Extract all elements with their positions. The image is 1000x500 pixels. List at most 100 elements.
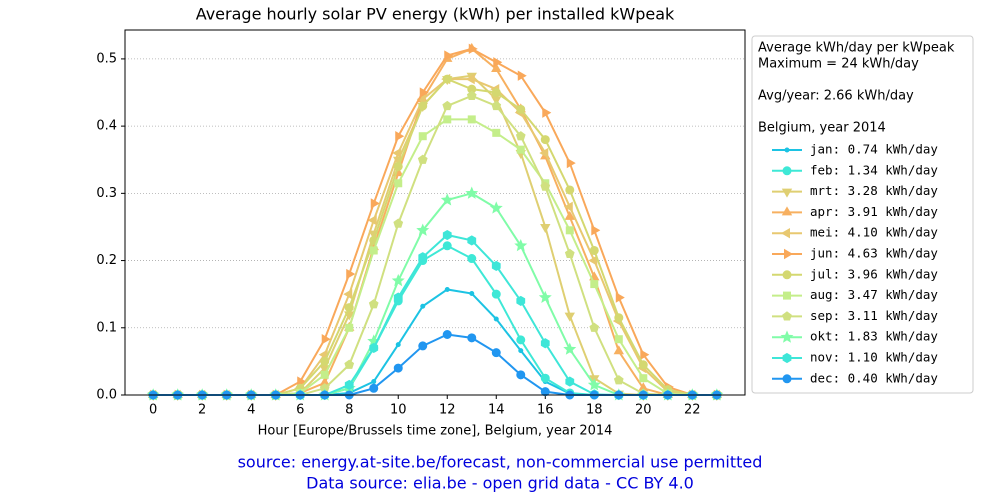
y-tick-label: 0.2 — [96, 253, 117, 268]
marker — [782, 352, 792, 364]
legend-label: jan: 0.74 kWh/day — [810, 142, 938, 157]
marker — [418, 341, 428, 351]
marker — [344, 359, 355, 369]
marker — [491, 348, 501, 358]
marker — [491, 62, 502, 72]
marker — [418, 101, 428, 111]
marker — [781, 188, 793, 198]
series — [147, 73, 720, 401]
legend-label: mrt: 3.28 kWh/day — [810, 183, 938, 198]
marker — [538, 290, 552, 304]
marker — [442, 241, 452, 251]
x-tick-label: 18 — [586, 403, 603, 418]
legend-label: apr: 3.91 kWh/day — [810, 204, 938, 219]
marker — [395, 131, 405, 142]
marker — [393, 363, 403, 373]
marker — [540, 223, 551, 233]
x-axis-label: Hour [Europe/Brussels time zone], Belgiu… — [258, 424, 613, 439]
marker — [783, 291, 791, 300]
plot-frame — [124, 29, 746, 396]
marker — [782, 311, 792, 321]
y-tick-label: 0.1 — [96, 320, 117, 335]
x-tick-label: 22 — [684, 403, 701, 418]
marker — [419, 87, 429, 98]
marker — [782, 166, 792, 176]
legend-label: okt: 1.83 kWh/day — [810, 329, 938, 344]
marker — [564, 248, 575, 258]
marker — [517, 70, 527, 81]
x-tick-label: 16 — [537, 403, 554, 418]
marker — [391, 273, 405, 287]
x-tick-label: 0 — [149, 403, 157, 418]
marker — [613, 375, 624, 385]
line — [153, 192, 717, 396]
marker — [370, 198, 380, 209]
marker — [587, 378, 601, 391]
y-tick-label: 0.3 — [96, 186, 117, 201]
marker — [493, 316, 499, 322]
marker — [297, 376, 307, 387]
marker — [468, 43, 478, 55]
marker — [516, 104, 526, 114]
x-tick-label: 12 — [439, 403, 456, 418]
x-tick-label: 8 — [345, 403, 353, 418]
marker — [393, 161, 403, 171]
legend-label: jun: 4.63 kWh/day — [810, 246, 938, 261]
marker — [320, 370, 329, 379]
marker — [563, 342, 577, 355]
marker — [467, 333, 477, 343]
y-tick-label: 0.5 — [96, 51, 117, 66]
marker — [442, 229, 452, 241]
marker — [442, 330, 452, 340]
marker — [565, 185, 575, 195]
marker — [369, 383, 379, 393]
marker — [394, 179, 403, 188]
marker — [780, 330, 794, 343]
marker — [614, 335, 623, 344]
marker — [615, 292, 625, 303]
marker — [638, 360, 648, 370]
marker — [782, 374, 792, 384]
marker — [516, 145, 525, 154]
marker — [321, 334, 331, 345]
legend-label: sep: 3.11 kWh/day — [810, 308, 938, 323]
series — [150, 286, 720, 398]
marker — [590, 280, 599, 289]
marker — [444, 50, 454, 61]
marker — [492, 128, 501, 137]
x-tick-label: 14 — [488, 403, 505, 418]
legend-label: nov: 1.10 kWh/day — [810, 350, 938, 365]
marker — [491, 289, 501, 299]
marker — [320, 356, 330, 366]
marker — [442, 100, 453, 111]
series — [148, 74, 722, 400]
marker — [467, 254, 477, 264]
marker — [588, 255, 598, 266]
marker — [539, 147, 549, 159]
marker — [515, 131, 526, 141]
marker — [393, 292, 403, 303]
marker — [344, 303, 354, 313]
line — [153, 118, 717, 396]
marker — [540, 387, 550, 397]
marker — [784, 147, 790, 153]
legend-box — [751, 35, 974, 394]
marker — [563, 201, 573, 212]
marker — [467, 235, 477, 246]
legend-title: Belgium, year 2014 — [758, 121, 886, 136]
marker — [369, 342, 379, 354]
marker — [564, 210, 575, 220]
marker — [440, 193, 454, 206]
marker — [444, 286, 450, 292]
x-tick-label: 10 — [390, 403, 407, 418]
marker — [514, 238, 528, 252]
marker — [640, 349, 650, 360]
footer-line: source: energy.at-site.be/forecast, non-… — [238, 453, 763, 472]
marker — [540, 338, 550, 349]
marker — [540, 181, 551, 191]
marker — [345, 323, 354, 332]
marker — [780, 228, 790, 239]
marker — [443, 115, 452, 124]
x-tick-label: 20 — [635, 403, 652, 418]
